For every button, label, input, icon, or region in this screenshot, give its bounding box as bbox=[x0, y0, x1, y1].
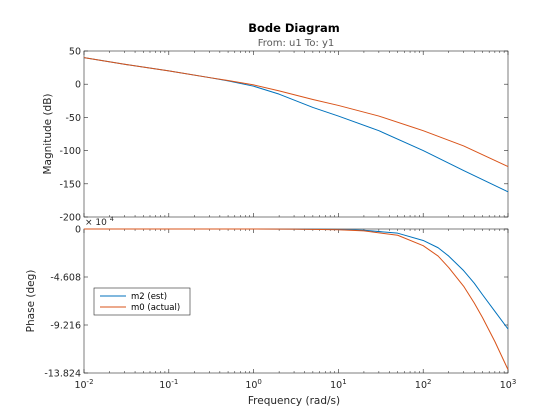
legend-box bbox=[93, 287, 191, 316]
y-tick-label: -4.608 bbox=[50, 273, 81, 284]
magnitude-line-actual bbox=[83, 57, 509, 167]
legend: m2 (est) m0 (actual) bbox=[93, 287, 191, 316]
chart-title: Bode Diagram bbox=[248, 21, 340, 35]
x-tick-label-exponent: -1 bbox=[171, 378, 178, 386]
phase-line-actual bbox=[83, 228, 509, 370]
y-tick-label: 0 bbox=[75, 225, 81, 236]
x-tick-label-exponent: -2 bbox=[87, 378, 94, 386]
y-tick-label: -50 bbox=[65, 113, 81, 124]
phase-exponent-label: × 10 4 bbox=[85, 215, 114, 228]
x-tick-labels: 10-2 10-1 100 101 102 103 bbox=[74, 378, 516, 391]
phase-exponent-base: × 10 bbox=[85, 218, 107, 228]
y-tick-label: -13.824 bbox=[44, 369, 81, 380]
x-tick-label: 10-1 bbox=[159, 378, 178, 391]
x-tick-label-exponent: 3 bbox=[512, 378, 516, 386]
magnitude-ylabel: Magnitude (dB) bbox=[42, 93, 54, 174]
magnitude-ticks: 50 0 -50 -100 -150 -200 bbox=[59, 47, 509, 224]
y-tick-label: -9.216 bbox=[50, 321, 81, 332]
x-tick-label: 103 bbox=[500, 378, 517, 391]
x-tick-label: 10-2 bbox=[74, 378, 93, 391]
magnitude-axes: 50 0 -50 -100 -150 -200 Magnitude (dB) bbox=[42, 47, 509, 224]
x-tick-label-base: 10 bbox=[415, 380, 427, 391]
y-tick-label: -200 bbox=[59, 213, 81, 224]
phase-lines bbox=[83, 228, 509, 370]
x-axis-label: Frequency (rad/s) bbox=[248, 395, 340, 407]
x-tick-label: 101 bbox=[330, 378, 347, 391]
magnitude-lines bbox=[83, 57, 509, 193]
x-tick-label-base: 10 bbox=[74, 380, 86, 391]
x-tick-label-exponent: 1 bbox=[342, 378, 346, 386]
x-tick-label-base: 10 bbox=[500, 380, 512, 391]
legend-label-actual: m0 (actual) bbox=[131, 303, 180, 313]
x-tick-label-base: 10 bbox=[159, 380, 171, 391]
phase-exponent-power: 4 bbox=[110, 215, 114, 223]
chart-subtitle: From: u1 To: y1 bbox=[258, 38, 335, 49]
x-tick-label-exponent: 2 bbox=[427, 378, 431, 386]
x-tick-label-exponent: 0 bbox=[257, 378, 261, 386]
x-tick-label-base: 10 bbox=[245, 380, 257, 391]
y-tick-label: -100 bbox=[59, 146, 81, 157]
phase-ylabel: Phase (deg) bbox=[25, 270, 37, 333]
legend-label-est: m2 (est) bbox=[131, 292, 167, 302]
y-tick-label: 50 bbox=[69, 47, 81, 58]
y-tick-label: -150 bbox=[59, 179, 81, 190]
magnitude-plot-area bbox=[83, 50, 509, 218]
x-tick-label: 100 bbox=[245, 378, 262, 391]
y-tick-label: 0 bbox=[75, 80, 81, 91]
x-tick-label: 102 bbox=[415, 378, 432, 391]
x-tick-label-base: 10 bbox=[330, 380, 342, 391]
